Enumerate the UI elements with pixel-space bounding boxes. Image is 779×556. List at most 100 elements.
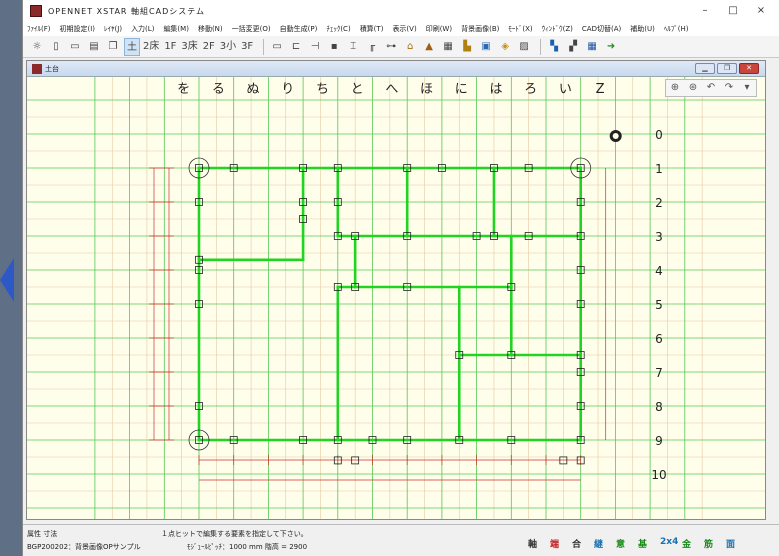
app-icon [30, 5, 42, 17]
origin-marker-center [612, 133, 619, 139]
post-marker [333, 436, 342, 444]
view-dropdown-icon[interactable]: ▾ [744, 82, 750, 93]
status-icon-0[interactable]: 軸 [528, 540, 538, 550]
maximize-button[interactable]: □ [728, 5, 738, 16]
column-label-11: い [559, 82, 572, 97]
post-marker [576, 198, 585, 206]
status-bar: 属性 寸法 BGP200202：背景画像OPサンプル １点ヒットで編集する要素を… [23, 524, 779, 556]
menu-item-7[interactable]: 自動生成(P) [279, 25, 318, 33]
image-tool-icon[interactable]: ▣ [481, 40, 491, 52]
house-tool-icon[interactable]: ⌂ [406, 40, 414, 52]
menu-item-3[interactable]: 入力(L) [131, 25, 155, 33]
post-marker [351, 232, 360, 240]
drawing-canvas[interactable]: を る ぬ り ち と へ ほ に は ろ い Z 0 1 2 3 4 5 6 7 8 9 10 ⊕ ⊛ ↶ ↷ ▾ [27, 77, 765, 519]
post-marker [507, 436, 516, 444]
column-label-7: ほ [420, 82, 433, 97]
post-marker [576, 164, 585, 172]
open-file-icon[interactable]: ▭ [70, 40, 80, 52]
bracket-tool-icon[interactable]: ⊏ [291, 40, 301, 52]
palette-tool-icon[interactable]: ◈ [501, 40, 509, 52]
post-marker [195, 402, 203, 410]
menu-item-4[interactable]: 編集(M) [163, 25, 189, 33]
post-marker [403, 232, 412, 240]
redo-icon[interactable]: ↷ [724, 82, 734, 93]
calculator-icon[interactable]: ▦ [587, 40, 597, 52]
floor-button-1[interactable]: 2床 [143, 40, 160, 52]
copy-file-icon[interactable]: ❐ [108, 40, 118, 52]
status-icon-4[interactable]: 意 [616, 540, 626, 550]
close-button[interactable]: × [756, 5, 766, 16]
floor-button-6[interactable]: 3F [241, 40, 254, 52]
post-marker [576, 456, 585, 465]
status-icon-5[interactable]: 基 [638, 540, 648, 550]
menu-item-11[interactable]: 印刷(W) [425, 25, 453, 33]
floor-plan-svg[interactable]: を る ぬ り ち と へ ほ に は ろ い Z 0 1 2 3 4 5 6 7 8 9 10 [27, 77, 765, 519]
child-close-button[interactable]: ✕ [739, 63, 759, 74]
menu-item-14[interactable]: ｳｨﾝﾄﾞｳ(Z) [541, 25, 573, 33]
anchor-circle [570, 157, 592, 179]
status-icon-6[interactable]: 2x4 [660, 537, 679, 547]
zoom-fit-icon[interactable]: ⊛ [688, 82, 698, 93]
child-minimize-button[interactable]: ▁ [695, 63, 715, 74]
row-label-6: 6 [655, 332, 663, 346]
floor-button-3[interactable]: 3床 [181, 40, 198, 52]
sun-icon[interactable]: ☼ [32, 40, 42, 52]
floor-button-0[interactable]: 土 [124, 37, 140, 56]
undo-icon[interactable]: ↶ [706, 82, 716, 93]
post-marker [299, 436, 308, 444]
background-arrow-shape [0, 258, 14, 302]
post-marker [351, 283, 360, 291]
menu-item-13[interactable]: ﾓｰﾄﾞ(X) [508, 25, 533, 33]
status-icon-8[interactable]: 筋 [704, 540, 714, 550]
new-file-icon[interactable]: ▯ [53, 40, 59, 52]
zoom-in-icon[interactable]: ⊕ [670, 82, 680, 93]
menu-item-6[interactable]: 一括変更(O) [231, 25, 271, 33]
post-marker [576, 266, 585, 274]
column-label-10: ろ [524, 82, 537, 97]
beam-tool-icon[interactable]: ▭ [272, 40, 282, 52]
grid-tool-icon[interactable]: ▦ [443, 40, 453, 52]
frame-tool-icon[interactable]: ╓ [369, 40, 376, 52]
status-icon-1[interactable]: 端 [550, 540, 560, 550]
status-icon-7[interactable]: 金 [682, 540, 692, 550]
post-marker [490, 164, 498, 172]
stairs-tool-icon[interactable]: ▙ [463, 40, 471, 52]
status-icon-2[interactable]: 合 [572, 540, 582, 550]
menu-item-12[interactable]: 背景画像(B) [461, 25, 500, 33]
status-attribute: 属性 寸法 [27, 530, 58, 538]
roof-tool-icon[interactable]: ▲ [425, 40, 433, 52]
column-label-6: へ [385, 82, 398, 97]
menu-item-10[interactable]: 表示(V) [392, 25, 417, 33]
menu-item-0[interactable]: ﾌｧｲﾙ(F) [27, 25, 51, 33]
minimize-button[interactable]: – [702, 5, 708, 16]
exit-icon[interactable]: ➜ [606, 40, 616, 52]
row-label-7: 7 [655, 366, 663, 380]
menu-item-1[interactable]: 初期設定(I) [59, 25, 96, 33]
floor-button-2[interactable]: 1F [164, 40, 177, 52]
anchor-circle [188, 429, 210, 451]
link-tool-icon[interactable]: ⊶ [386, 40, 397, 52]
row-label-3: 3 [655, 230, 663, 244]
floor-button-5[interactable]: 3小 [219, 40, 237, 52]
post-marker [559, 456, 568, 465]
join-tool-icon[interactable]: ⊣ [310, 40, 320, 52]
child-restore-button[interactable]: ❐ [717, 63, 737, 74]
post-tool-icon[interactable]: ▪ [330, 40, 338, 52]
wall-tool-icon[interactable]: ▚ [550, 40, 558, 52]
menu-item-2[interactable]: ﾚｲﾔ(J) [104, 25, 123, 33]
status-icon-9[interactable]: 面 [726, 540, 736, 550]
menu-item-5[interactable]: 移動(N) [197, 25, 223, 33]
menu-item-15[interactable]: CAD切替(A) [581, 25, 622, 33]
menu-item-9[interactable]: 積算(T) [359, 25, 384, 33]
menu-item-17[interactable]: ﾍﾙﾌﾟ(H) [663, 25, 689, 33]
height-tool-icon[interactable]: ⌶ [350, 40, 357, 52]
menu-item-16[interactable]: 補助(U) [630, 25, 655, 33]
column-label-2: ぬ [247, 82, 260, 97]
background-tool-icon[interactable]: ▨ [519, 40, 529, 52]
menu-item-8[interactable]: ﾁｪｯｸ(C) [326, 25, 351, 33]
post-marker [333, 456, 342, 465]
save-file-icon[interactable]: ▤ [89, 40, 99, 52]
status-icon-3[interactable]: 継 [594, 540, 604, 550]
floor-button-4[interactable]: 2F [202, 40, 215, 52]
section-tool-icon[interactable]: ▞ [569, 40, 577, 52]
